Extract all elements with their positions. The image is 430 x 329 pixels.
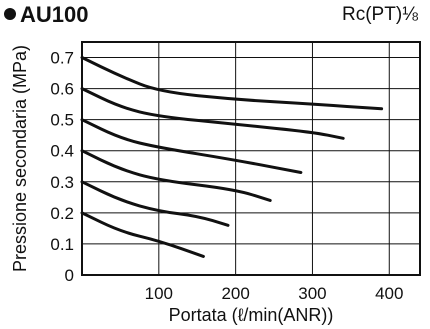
plot-frame [81,41,421,276]
series-line-3 [80,118,303,174]
chart-title: AU100 [4,2,88,28]
series-line-5 [80,180,230,227]
x-tick-labels: 100 200 300 400 [145,284,404,303]
x-tick-label: 200 [221,284,249,303]
series-line-2 [80,87,345,140]
y-tick-label: 0.1 [50,235,74,254]
grid-lines [82,42,420,275]
y-axis-label: Pressione secondaria (MPa) [10,45,30,272]
y-tick-label: 0.4 [50,142,74,161]
series-lines [80,56,384,258]
bullet-icon [4,8,16,21]
x-tick-label: 400 [375,284,403,303]
chart-title-text: AU100 [20,2,89,27]
port-size-label: Rc(PT)⅛ [342,4,418,25]
series-line-1 [80,56,384,111]
x-tick-label: 100 [145,284,173,303]
y-tick-label: 0.7 [50,49,74,68]
x-tick-label: 300 [298,284,326,303]
x-axis-label: Portata (ℓ/min(ANR)) [169,305,334,325]
series-line-4 [80,149,272,202]
y-tick-label: 0.2 [50,204,74,223]
y-tick-label: 0.3 [50,173,74,192]
y-tick-label: 0 [65,266,74,285]
y-tick-label: 0.5 [50,111,74,130]
y-tick-label: 0.6 [50,80,74,99]
y-tick-labels: 0 0.1 0.2 0.3 0.4 0.5 0.6 0.7 [50,49,74,285]
series-line-6 [80,211,205,258]
